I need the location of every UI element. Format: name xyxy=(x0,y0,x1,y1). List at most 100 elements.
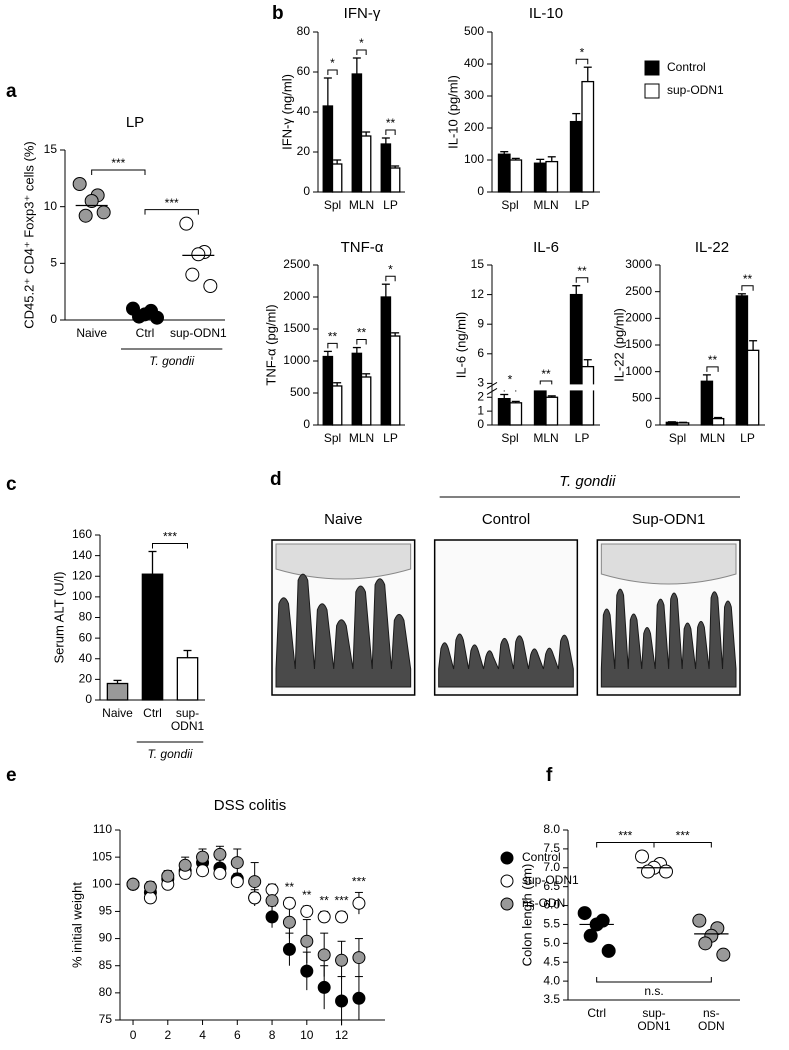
y-tick-label: 4.0 xyxy=(543,973,560,987)
legend-marker xyxy=(500,897,514,911)
y-tick-label: 0 xyxy=(85,692,92,706)
y-tick-label: 3 xyxy=(477,376,484,390)
y-axis-label: TNF-α (pg/ml) xyxy=(263,304,278,385)
bracket xyxy=(706,366,719,372)
y-tick-label: 6.5 xyxy=(543,879,560,893)
point xyxy=(248,891,262,905)
x-tick-label: Ctrl xyxy=(587,1006,606,1020)
y-tick-label: 300 xyxy=(464,88,484,102)
significance-label: ** xyxy=(577,264,587,278)
point xyxy=(150,310,164,325)
chart-title: IFN-γ xyxy=(344,5,381,22)
x-tick-label: 2 xyxy=(164,1028,171,1042)
y-axis-label: IL-6 (ng/ml) xyxy=(453,312,468,378)
x-tick-label: Spl xyxy=(324,198,341,212)
x-tick-label: ODN xyxy=(698,1019,725,1033)
point xyxy=(143,891,157,905)
point xyxy=(335,994,349,1008)
significance-label: ** xyxy=(357,326,367,340)
y-tick-label: 75 xyxy=(99,1012,113,1026)
y-tick-label: 1500 xyxy=(283,321,310,335)
bar xyxy=(389,167,401,193)
y-tick-label: 7.0 xyxy=(543,860,560,874)
significance-label: ** xyxy=(328,330,338,344)
bar xyxy=(389,335,401,426)
x-tick-label: Naive xyxy=(102,706,133,720)
y-tick-label: 2500 xyxy=(625,284,652,298)
legend-swatch xyxy=(644,60,660,76)
y-tick-label: 40 xyxy=(79,651,93,665)
x-tick-label: MLN xyxy=(533,198,558,212)
y-tick-label: 0 xyxy=(645,417,652,431)
point xyxy=(716,947,731,962)
x-tick-label: Spl xyxy=(501,431,518,445)
annotation: ** xyxy=(320,894,330,908)
bracket xyxy=(596,841,655,848)
y-tick-label: 2500 xyxy=(283,257,310,271)
bar xyxy=(360,135,372,193)
point xyxy=(659,864,673,879)
image-title: Control xyxy=(482,511,530,528)
significance-label: n.s. xyxy=(644,984,663,998)
point xyxy=(635,849,649,864)
point xyxy=(213,847,227,861)
x-tick-label: LP xyxy=(383,198,398,212)
point xyxy=(196,850,210,864)
significance-label: *** xyxy=(111,156,125,170)
y-tick-label: 110 xyxy=(93,822,112,836)
x-tick-label: MLN xyxy=(700,431,725,445)
x-tick-label: Ctrl xyxy=(136,326,155,340)
point xyxy=(230,856,244,870)
y-tick-label: 0 xyxy=(303,184,310,198)
bar xyxy=(569,120,583,193)
bracket xyxy=(356,339,367,345)
y-axis-label: % initial weight xyxy=(69,882,84,968)
bracket xyxy=(356,49,367,55)
y-tick-label: 40 xyxy=(297,104,311,118)
x-tick-label: 6 xyxy=(234,1028,241,1042)
chart-title: IL-6 xyxy=(533,239,559,256)
y-tick-label: 10 xyxy=(44,199,58,213)
panel-label: d xyxy=(270,469,282,490)
x-tick-label: ODN1 xyxy=(637,1019,671,1033)
bracket xyxy=(91,169,146,175)
bar xyxy=(331,385,343,426)
significance-label: ** xyxy=(743,272,753,286)
y-axis-label: CD45.2⁺ CD4⁺ Foxp3⁺ cells (%) xyxy=(21,141,36,328)
bar xyxy=(322,355,334,426)
point xyxy=(335,953,349,967)
point xyxy=(577,906,592,921)
annotation: *** xyxy=(352,875,366,889)
point xyxy=(178,858,192,872)
bar xyxy=(581,365,595,426)
y-tick-label: 500 xyxy=(290,385,310,399)
point xyxy=(282,915,296,929)
y-tick-label: 15 xyxy=(471,257,485,271)
significance-label: * xyxy=(580,45,585,59)
y-tick-label: 6 xyxy=(477,346,484,360)
tissue xyxy=(600,588,737,688)
significance-label: ** xyxy=(708,353,718,367)
point xyxy=(196,864,210,878)
y-tick-label: 20 xyxy=(297,144,311,158)
point xyxy=(143,880,157,894)
x-tick-label: Spl xyxy=(501,198,518,212)
y-tick-label: 5.5 xyxy=(543,917,560,931)
panel-label: b xyxy=(272,3,284,24)
bar xyxy=(360,376,372,426)
point xyxy=(203,279,218,293)
panel-label: f xyxy=(546,765,553,786)
legend-swatch xyxy=(644,83,660,99)
bar xyxy=(351,73,363,193)
point xyxy=(96,205,111,220)
point xyxy=(300,934,314,948)
bar xyxy=(545,160,559,193)
y-tick-label: 140 xyxy=(72,548,92,562)
significance-label: *** xyxy=(165,196,179,210)
y-tick-label: 85 xyxy=(99,958,113,972)
chart-title: IL-10 xyxy=(529,5,563,22)
y-tick-label: 500 xyxy=(464,24,484,38)
bar xyxy=(106,682,129,701)
y-tick-label: 60 xyxy=(297,64,311,78)
